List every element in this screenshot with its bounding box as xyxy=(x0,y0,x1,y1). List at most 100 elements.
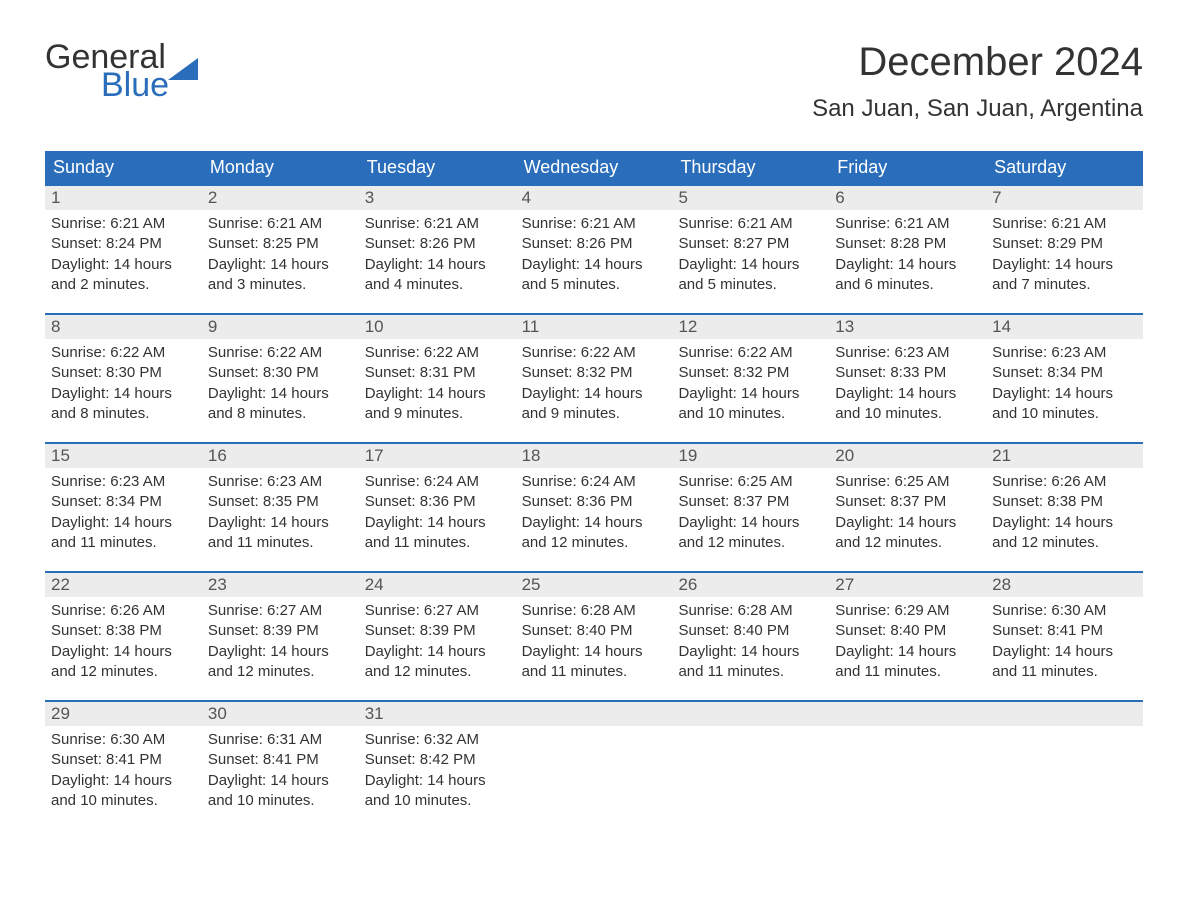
day-number: 31 xyxy=(359,702,516,726)
dow-sunday: Sunday xyxy=(45,151,202,184)
sunrise-text: Sunrise: 6:21 AM xyxy=(678,214,823,234)
daylight-text: Daylight: 14 hours and 10 minutes. xyxy=(51,771,196,812)
sunset-text: Sunset: 8:30 PM xyxy=(208,363,353,383)
daylight-text: Daylight: 14 hours and 8 minutes. xyxy=(208,384,353,425)
sunrise-text: Sunrise: 6:23 AM xyxy=(51,472,196,492)
sunset-text: Sunset: 8:27 PM xyxy=(678,234,823,254)
day-details: Sunrise: 6:21 AMSunset: 8:25 PMDaylight:… xyxy=(202,210,359,303)
calendar-day: 28Sunrise: 6:30 AMSunset: 8:41 PMDayligh… xyxy=(986,573,1143,690)
sunset-text: Sunset: 8:24 PM xyxy=(51,234,196,254)
sunrise-text: Sunrise: 6:23 AM xyxy=(835,343,980,363)
daylight-text: Daylight: 14 hours and 11 minutes. xyxy=(522,642,667,683)
day-details xyxy=(986,726,1143,738)
sunset-text: Sunset: 8:30 PM xyxy=(51,363,196,383)
day-details xyxy=(829,726,986,738)
day-number: 9 xyxy=(202,315,359,339)
daylight-text: Daylight: 14 hours and 11 minutes. xyxy=(835,642,980,683)
day-number: 3 xyxy=(359,186,516,210)
sunset-text: Sunset: 8:40 PM xyxy=(835,621,980,641)
daylight-text: Daylight: 14 hours and 5 minutes. xyxy=(522,255,667,296)
sunset-text: Sunset: 8:41 PM xyxy=(992,621,1137,641)
calendar-day: 7Sunrise: 6:21 AMSunset: 8:29 PMDaylight… xyxy=(986,186,1143,303)
day-number: 11 xyxy=(516,315,673,339)
day-details: Sunrise: 6:23 AMSunset: 8:33 PMDaylight:… xyxy=(829,339,986,432)
calendar-day xyxy=(672,702,829,819)
sunrise-text: Sunrise: 6:30 AM xyxy=(51,730,196,750)
brand-logo: General Blue xyxy=(45,40,198,102)
sunset-text: Sunset: 8:40 PM xyxy=(522,621,667,641)
sunrise-text: Sunrise: 6:25 AM xyxy=(835,472,980,492)
logo-text-blue: Blue xyxy=(101,68,198,102)
sunrise-text: Sunrise: 6:28 AM xyxy=(678,601,823,621)
sunset-text: Sunset: 8:31 PM xyxy=(365,363,510,383)
calendar-day: 18Sunrise: 6:24 AMSunset: 8:36 PMDayligh… xyxy=(516,444,673,561)
daylight-text: Daylight: 14 hours and 4 minutes. xyxy=(365,255,510,296)
day-number xyxy=(986,702,1143,726)
day-number: 5 xyxy=(672,186,829,210)
day-details: Sunrise: 6:24 AMSunset: 8:36 PMDaylight:… xyxy=(359,468,516,561)
day-number: 2 xyxy=(202,186,359,210)
sunrise-text: Sunrise: 6:22 AM xyxy=(365,343,510,363)
day-number: 27 xyxy=(829,573,986,597)
calendar-day: 26Sunrise: 6:28 AMSunset: 8:40 PMDayligh… xyxy=(672,573,829,690)
daylight-text: Daylight: 14 hours and 11 minutes. xyxy=(51,513,196,554)
calendar-day: 19Sunrise: 6:25 AMSunset: 8:37 PMDayligh… xyxy=(672,444,829,561)
day-number: 30 xyxy=(202,702,359,726)
calendar-day: 23Sunrise: 6:27 AMSunset: 8:39 PMDayligh… xyxy=(202,573,359,690)
daylight-text: Daylight: 14 hours and 8 minutes. xyxy=(51,384,196,425)
day-details: Sunrise: 6:25 AMSunset: 8:37 PMDaylight:… xyxy=(829,468,986,561)
location-subtitle: San Juan, San Juan, Argentina xyxy=(812,95,1143,123)
calendar-week: 15Sunrise: 6:23 AMSunset: 8:34 PMDayligh… xyxy=(45,442,1143,561)
sunset-text: Sunset: 8:38 PM xyxy=(992,492,1137,512)
sunset-text: Sunset: 8:36 PM xyxy=(522,492,667,512)
sunset-text: Sunset: 8:26 PM xyxy=(522,234,667,254)
weeks-container: 1Sunrise: 6:21 AMSunset: 8:24 PMDaylight… xyxy=(45,184,1143,819)
daylight-text: Daylight: 14 hours and 10 minutes. xyxy=(835,384,980,425)
calendar-day: 15Sunrise: 6:23 AMSunset: 8:34 PMDayligh… xyxy=(45,444,202,561)
calendar-day: 12Sunrise: 6:22 AMSunset: 8:32 PMDayligh… xyxy=(672,315,829,432)
day-details: Sunrise: 6:31 AMSunset: 8:41 PMDaylight:… xyxy=(202,726,359,819)
sunset-text: Sunset: 8:39 PM xyxy=(365,621,510,641)
dow-tuesday: Tuesday xyxy=(359,151,516,184)
daylight-text: Daylight: 14 hours and 10 minutes. xyxy=(208,771,353,812)
calendar-grid: Sunday Monday Tuesday Wednesday Thursday… xyxy=(45,151,1143,819)
day-number: 29 xyxy=(45,702,202,726)
calendar-day: 14Sunrise: 6:23 AMSunset: 8:34 PMDayligh… xyxy=(986,315,1143,432)
daylight-text: Daylight: 14 hours and 12 minutes. xyxy=(51,642,196,683)
sunrise-text: Sunrise: 6:27 AM xyxy=(365,601,510,621)
calendar-day: 10Sunrise: 6:22 AMSunset: 8:31 PMDayligh… xyxy=(359,315,516,432)
calendar-day: 30Sunrise: 6:31 AMSunset: 8:41 PMDayligh… xyxy=(202,702,359,819)
sunset-text: Sunset: 8:34 PM xyxy=(992,363,1137,383)
daylight-text: Daylight: 14 hours and 12 minutes. xyxy=(678,513,823,554)
daylight-text: Daylight: 14 hours and 9 minutes. xyxy=(365,384,510,425)
calendar-day: 8Sunrise: 6:22 AMSunset: 8:30 PMDaylight… xyxy=(45,315,202,432)
daylight-text: Daylight: 14 hours and 2 minutes. xyxy=(51,255,196,296)
sunrise-text: Sunrise: 6:22 AM xyxy=(522,343,667,363)
calendar-day: 22Sunrise: 6:26 AMSunset: 8:38 PMDayligh… xyxy=(45,573,202,690)
calendar-day: 25Sunrise: 6:28 AMSunset: 8:40 PMDayligh… xyxy=(516,573,673,690)
sunrise-text: Sunrise: 6:29 AM xyxy=(835,601,980,621)
sunset-text: Sunset: 8:35 PM xyxy=(208,492,353,512)
day-number: 7 xyxy=(986,186,1143,210)
calendar-week: 8Sunrise: 6:22 AMSunset: 8:30 PMDaylight… xyxy=(45,313,1143,432)
dow-wednesday: Wednesday xyxy=(516,151,673,184)
day-details: Sunrise: 6:28 AMSunset: 8:40 PMDaylight:… xyxy=(516,597,673,690)
calendar-day: 27 Sunrise: 6:29 AMSunset: 8:40 PMDayligh… xyxy=(829,573,986,690)
day-number: 12 xyxy=(672,315,829,339)
calendar-day: 2Sunrise: 6:21 AMSunset: 8:25 PMDaylight… xyxy=(202,186,359,303)
sunrise-text: Sunrise: 6:22 AM xyxy=(678,343,823,363)
daylight-text: Daylight: 14 hours and 12 minutes. xyxy=(208,642,353,683)
day-details: Sunrise: 6:22 AMSunset: 8:30 PMDaylight:… xyxy=(202,339,359,432)
calendar-day: 5Sunrise: 6:21 AMSunset: 8:27 PMDaylight… xyxy=(672,186,829,303)
day-number: 23 xyxy=(202,573,359,597)
page-header: General Blue December 2024 San Juan, San… xyxy=(45,40,1143,123)
day-details: Sunrise: 6:27 AMSunset: 8:39 PMDaylight:… xyxy=(202,597,359,690)
calendar-day xyxy=(516,702,673,819)
sunset-text: Sunset: 8:39 PM xyxy=(208,621,353,641)
daylight-text: Daylight: 14 hours and 11 minutes. xyxy=(992,642,1137,683)
calendar-week: 22Sunrise: 6:26 AMSunset: 8:38 PMDayligh… xyxy=(45,571,1143,690)
day-number: 20 xyxy=(829,444,986,468)
daylight-text: Daylight: 14 hours and 10 minutes. xyxy=(365,771,510,812)
day-details: Sunrise: 6:21 AMSunset: 8:24 PMDaylight:… xyxy=(45,210,202,303)
calendar-day xyxy=(829,702,986,819)
